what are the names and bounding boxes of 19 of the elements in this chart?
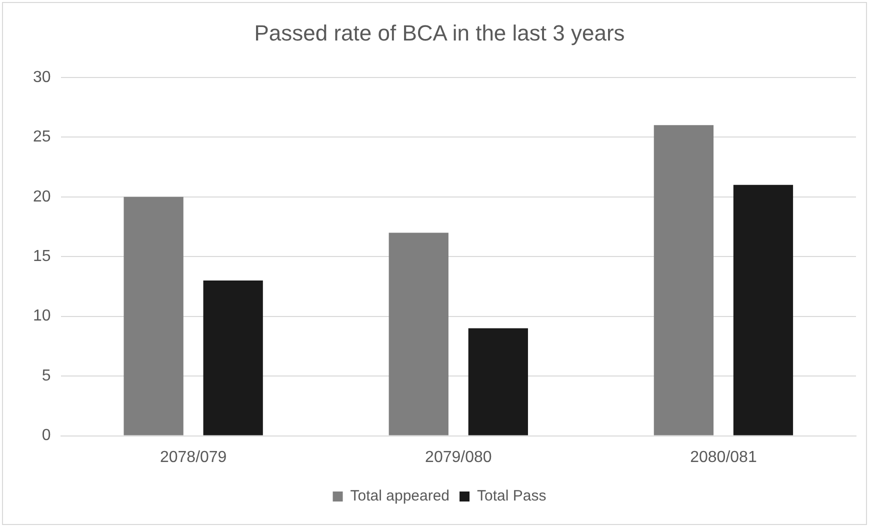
bar: [733, 184, 794, 436]
bar: [388, 232, 448, 436]
y-tick-label: 25: [33, 128, 51, 146]
bar: [468, 328, 528, 436]
bar: [203, 280, 263, 436]
chart-title: Passed rate of BCA in the last 3 years: [254, 20, 625, 46]
y-tick-label: 5: [42, 367, 51, 384]
y-tick-label: 30: [33, 68, 51, 86]
bar: [654, 125, 714, 436]
x-tick-label: 2080/081: [690, 448, 757, 466]
y-tick-label: 0: [42, 427, 51, 444]
x-tick-label: 2079/080: [425, 448, 492, 466]
x-tick-label: 2078/079: [160, 448, 227, 466]
legend-label: Total appeared: [350, 488, 450, 505]
y-tick-label: 10: [33, 308, 51, 325]
bar: [124, 196, 184, 436]
y-tick-label: 20: [33, 188, 51, 206]
y-tick-label: 15: [33, 248, 51, 266]
legend-label: Total Pass: [477, 488, 546, 505]
